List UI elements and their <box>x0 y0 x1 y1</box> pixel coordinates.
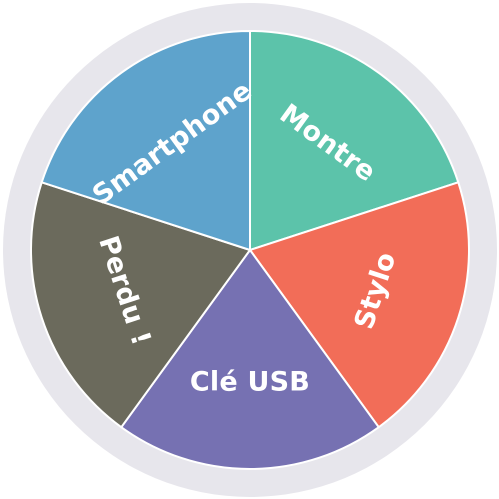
wheel-segment-2[interactable] <box>249 181 470 429</box>
wheel-segment-3[interactable] <box>120 249 380 470</box>
wheel-segment-4[interactable] <box>30 181 251 429</box>
wheel-segment-5[interactable] <box>40 30 251 251</box>
wheel-segment-1[interactable] <box>249 30 460 251</box>
wheel-slices[interactable] <box>30 30 470 470</box>
